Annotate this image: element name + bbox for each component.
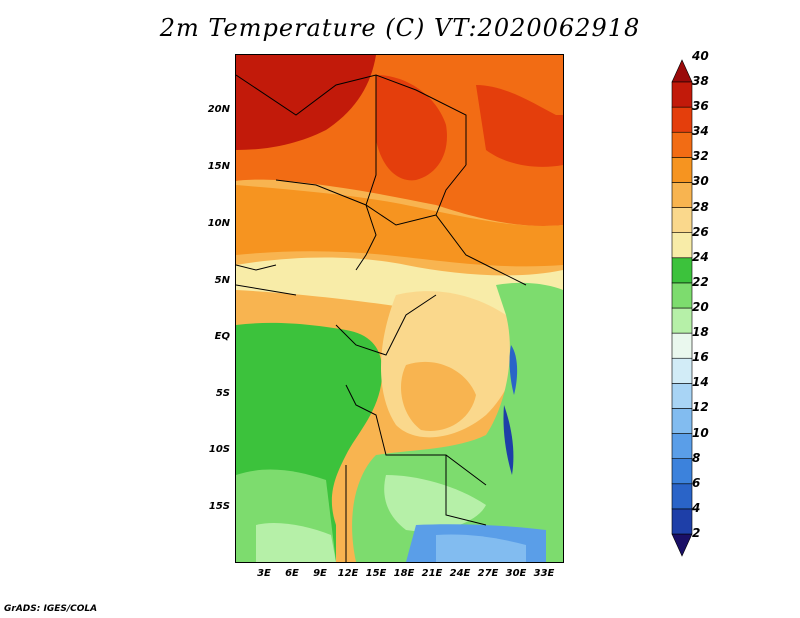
colorbar-segment (671, 458, 693, 485)
lat-label: 5N (214, 275, 230, 286)
lat-label: 20N (207, 104, 230, 115)
lon-label: 30E (505, 568, 527, 579)
lon-label: 6E (285, 568, 299, 579)
colorbar-label: 30 (692, 174, 709, 189)
colorbar-top-arrow (671, 59, 693, 83)
lat-label: 10S (208, 444, 230, 455)
lon-label: 18E (393, 568, 415, 579)
colorbar-segment (671, 81, 693, 108)
lon-label: 33E (533, 568, 555, 579)
colorbar-label: 28 (692, 199, 709, 214)
colorbar-segment (671, 433, 693, 459)
colorbar-label: 8 (692, 450, 701, 465)
colorbar-segment (671, 357, 693, 384)
colorbar-label: 4 (692, 500, 701, 515)
lon-label: 15E (365, 568, 387, 579)
lon-label: 3E (257, 568, 271, 579)
colorbar-segment (671, 282, 693, 309)
lat-label: 15N (207, 161, 230, 172)
colorbar-segment (671, 157, 693, 183)
colorbar-segment (671, 182, 693, 208)
colorbar-segment (671, 232, 693, 259)
colorbar-segment (671, 257, 693, 284)
lat-label: EQ (214, 331, 230, 342)
colorbar-label: 26 (692, 224, 709, 239)
colorbar-segment (671, 408, 693, 434)
colorbar-label: 6 (692, 475, 701, 490)
colorbar-label: 38 (692, 74, 709, 88)
lat-label: 10N (207, 218, 230, 229)
lon-label: 9E (313, 568, 327, 579)
colorbar-label: 14 (692, 375, 709, 390)
colorbar-segment (671, 207, 693, 233)
colorbar-label: 12 (692, 400, 709, 415)
colorbar-segment (671, 332, 693, 359)
colorbar-label: 24 (692, 249, 709, 264)
colorbar (671, 59, 693, 557)
colorbar-label: 2 (692, 526, 701, 540)
colorbar-bottom-arrow (671, 533, 693, 557)
colorbar-label: 18 (692, 325, 709, 340)
colorbar-segment (671, 508, 693, 535)
colorbar-label: 10 (692, 425, 709, 440)
lon-label: 12E (337, 568, 359, 579)
temperature-map (235, 54, 564, 563)
colorbar-segment (671, 131, 693, 158)
lon-label: 27E (477, 568, 499, 579)
colorbar-label: 34 (692, 124, 709, 139)
map-title: 2m Temperature (C) VT:2020062918 (159, 14, 641, 42)
credit-label: GrADS: IGES/COLA (4, 604, 98, 614)
colorbar-label: 20 (692, 300, 709, 314)
lat-label: 15S (208, 501, 230, 512)
colorbar-label: 16 (692, 350, 709, 365)
lon-label: 21E (421, 568, 443, 579)
lon-label: 24E (449, 568, 471, 579)
colorbar-label: 32 (692, 149, 709, 164)
colorbar-segment (671, 383, 693, 409)
colorbar-segment (671, 307, 693, 334)
colorbar-segment (671, 106, 693, 133)
colorbar-segment (671, 483, 693, 510)
colorbar-label: 40 (692, 48, 709, 63)
colorbar-label: 36 (692, 99, 709, 114)
colorbar-label: 22 (692, 274, 709, 289)
lat-label: 5S (215, 388, 230, 399)
